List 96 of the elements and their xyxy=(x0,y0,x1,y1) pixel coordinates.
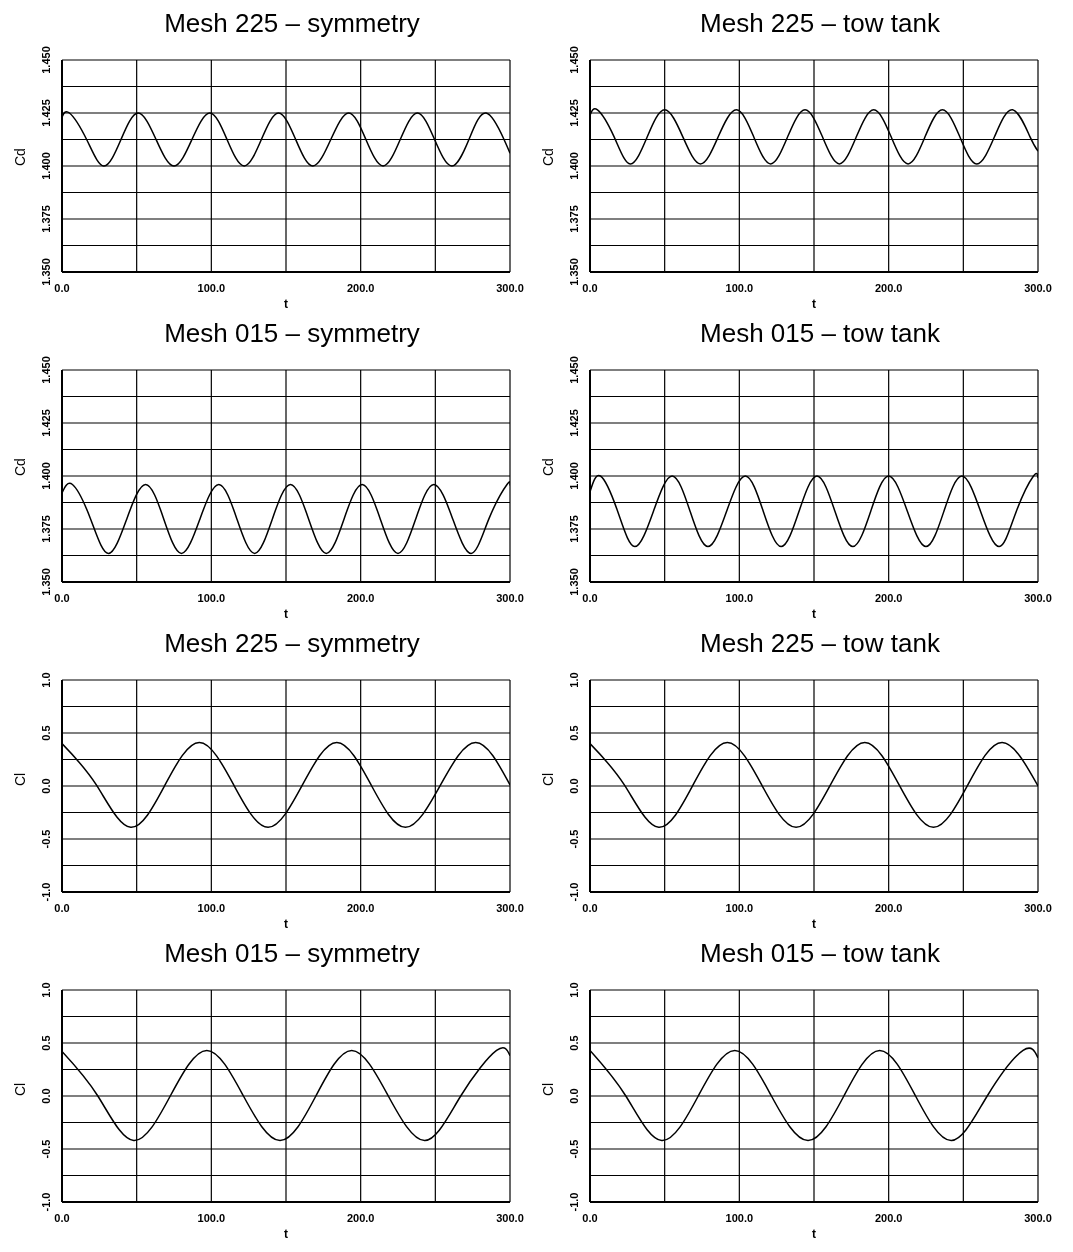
y-tick-label: -1.0 xyxy=(568,1192,580,1212)
y-tick-label: 1.450 xyxy=(568,46,580,74)
x-tick-label: 200.0 xyxy=(346,902,375,914)
chart-title: Mesh 225 – tow tank xyxy=(699,8,941,38)
x-tick-label: 200.0 xyxy=(874,592,903,604)
y-tick-label: 1.450 xyxy=(568,356,580,384)
y-tick-label: 1.450 xyxy=(40,356,52,384)
y-tick-label: -1.0 xyxy=(40,882,52,902)
y-tick-label: -0.5 xyxy=(40,829,52,849)
x-tick-label: 200.0 xyxy=(346,1212,375,1224)
y-axis-title: Cd xyxy=(539,458,556,476)
x-axis-title: t xyxy=(812,297,816,311)
y-axis-title: Cl xyxy=(11,772,28,786)
x-tick-label: 300.0 xyxy=(496,592,524,604)
x-tick-label: 100.0 xyxy=(197,282,226,294)
chart-title: Mesh 015 – symmetry xyxy=(163,938,421,968)
y-tick-label: 0.0 xyxy=(40,1088,52,1104)
y-tick-label: 1.350 xyxy=(568,258,580,286)
x-tick-label: 300.0 xyxy=(1024,592,1052,604)
x-tick-label: 100.0 xyxy=(197,902,226,914)
x-tick-label: 200.0 xyxy=(874,902,903,914)
x-axis-title: t xyxy=(284,917,288,931)
x-axis-title: t xyxy=(284,607,288,621)
y-tick-label: -0.5 xyxy=(568,1139,580,1159)
y-tick-label: 1.350 xyxy=(40,258,52,286)
y-tick-label: 0.5 xyxy=(568,1035,580,1051)
y-tick-label: 1.375 xyxy=(40,515,52,543)
x-tick-label: 300.0 xyxy=(1024,1212,1052,1224)
x-tick-label: 0.0 xyxy=(582,592,598,604)
y-tick-label: 1.425 xyxy=(40,409,52,437)
y-tick-label: 1.375 xyxy=(568,205,580,233)
x-tick-label: 300.0 xyxy=(1024,282,1052,294)
y-axis-title: Cd xyxy=(11,148,28,166)
x-axis-title: t xyxy=(284,1227,288,1241)
x-tick-label: 100.0 xyxy=(725,1212,754,1224)
y-axis-title: Cl xyxy=(539,1082,556,1096)
y-tick-label: 0.0 xyxy=(568,1088,580,1104)
x-tick-label: 0.0 xyxy=(54,592,70,604)
y-tick-label: -1.0 xyxy=(40,1192,52,1212)
x-tick-label: 0.0 xyxy=(582,1212,598,1224)
chart-title: Mesh 015 – tow tank xyxy=(699,938,941,968)
y-tick-label: 1.400 xyxy=(568,152,580,180)
x-tick-label: 100.0 xyxy=(197,592,226,604)
y-tick-label: -0.5 xyxy=(568,829,580,849)
x-axis-title: t xyxy=(812,1227,816,1241)
x-tick-label: 300.0 xyxy=(496,1212,524,1224)
x-axis-title: t xyxy=(812,917,816,931)
y-tick-label: 0.5 xyxy=(568,725,580,741)
y-axis-title: Cl xyxy=(539,772,556,786)
x-axis-title: t xyxy=(812,607,816,621)
y-tick-label: 1.425 xyxy=(568,99,580,127)
chart-title: Mesh 015 – symmetry xyxy=(163,318,421,348)
x-tick-label: 300.0 xyxy=(1024,902,1052,914)
y-tick-label: 0.5 xyxy=(40,725,52,741)
x-tick-label: 0.0 xyxy=(54,282,70,294)
x-tick-label: 100.0 xyxy=(197,1212,226,1224)
x-tick-label: 200.0 xyxy=(346,282,375,294)
y-tick-label: 1.0 xyxy=(40,672,52,688)
y-tick-label: 0.5 xyxy=(40,1035,52,1051)
x-tick-label: 200.0 xyxy=(874,1212,903,1224)
chart-title: Mesh 225 – tow tank xyxy=(699,628,941,658)
chart-title: Mesh 225 – symmetry xyxy=(163,628,421,658)
x-tick-label: 100.0 xyxy=(725,592,754,604)
y-tick-label: 1.425 xyxy=(568,409,580,437)
y-tick-label: -0.5 xyxy=(40,1139,52,1159)
y-axis-title: Cd xyxy=(11,458,28,476)
y-tick-label: 1.0 xyxy=(40,982,52,998)
y-tick-label: 1.425 xyxy=(40,99,52,127)
x-axis-title: t xyxy=(284,297,288,311)
y-axis-title: Cd xyxy=(539,148,556,166)
y-tick-label: 1.400 xyxy=(40,462,52,490)
y-tick-label: 1.0 xyxy=(568,672,580,688)
x-tick-label: 100.0 xyxy=(725,902,754,914)
chart-title: Mesh 225 – symmetry xyxy=(163,8,421,38)
x-tick-label: 100.0 xyxy=(725,282,754,294)
x-tick-label: 0.0 xyxy=(54,1212,70,1224)
chart-title: Mesh 015 – tow tank xyxy=(699,318,941,348)
y-tick-label: 0.0 xyxy=(568,778,580,794)
y-tick-label: 1.350 xyxy=(568,568,580,596)
y-tick-label: 1.375 xyxy=(40,205,52,233)
y-axis-title: Cl xyxy=(11,1082,28,1096)
x-tick-label: 0.0 xyxy=(582,902,598,914)
y-tick-label: 1.350 xyxy=(40,568,52,596)
y-tick-label: 0.0 xyxy=(40,778,52,794)
y-tick-label: 1.450 xyxy=(40,46,52,74)
x-tick-label: 0.0 xyxy=(54,902,70,914)
x-tick-label: 300.0 xyxy=(496,282,524,294)
y-tick-label: 1.400 xyxy=(568,462,580,490)
y-tick-label: -1.0 xyxy=(568,882,580,902)
x-tick-label: 300.0 xyxy=(496,902,524,914)
y-tick-label: 1.375 xyxy=(568,515,580,543)
y-tick-label: 1.0 xyxy=(568,982,580,998)
x-tick-label: 200.0 xyxy=(874,282,903,294)
y-tick-label: 1.400 xyxy=(40,152,52,180)
x-tick-label: 0.0 xyxy=(582,282,598,294)
x-tick-label: 200.0 xyxy=(346,592,375,604)
